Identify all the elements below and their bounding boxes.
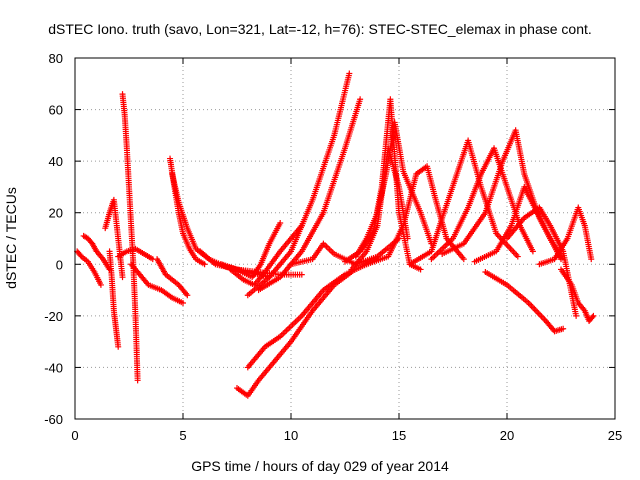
data-point (134, 377, 141, 384)
y-tick-label: -60 (44, 412, 63, 427)
x-axis-label: GPS time / hours of day 029 of year 2014 (191, 458, 449, 474)
x-tick-label: 10 (284, 428, 298, 443)
data-point (529, 248, 536, 255)
series-sat-g (128, 261, 186, 306)
series-sat-n (244, 70, 353, 299)
series-sat-e (119, 91, 141, 384)
y-tick-label: -40 (44, 360, 63, 375)
series-sat-p (234, 269, 355, 399)
y-tick-label: 40 (49, 154, 63, 169)
x-tick-label: 25 (608, 428, 622, 443)
data-point (97, 281, 104, 288)
data-point (404, 235, 411, 242)
series-sat-h (154, 256, 191, 299)
y-tick-label: 80 (49, 51, 63, 66)
data-point (119, 274, 126, 281)
data-point (201, 261, 208, 268)
plot-frame (74, 57, 616, 420)
y-tick-label: -20 (44, 309, 63, 324)
data-point (298, 271, 305, 278)
series-sat-o (255, 96, 364, 294)
series-sat-b (80, 232, 113, 273)
data-point (589, 314, 596, 321)
data-point (460, 256, 467, 263)
x-tick-label: 0 (71, 428, 78, 443)
y-tick-label: 20 (49, 206, 63, 221)
y-tick-label: 0 (56, 257, 63, 272)
series-sat-f (115, 245, 156, 263)
data-point (184, 292, 191, 299)
data-point (590, 312, 597, 319)
data-point (514, 253, 521, 260)
data-points (74, 70, 597, 399)
data-point (573, 312, 580, 319)
data-point (180, 299, 186, 306)
data-point (357, 96, 364, 103)
series-sat-a (74, 248, 104, 288)
grid (75, 58, 615, 419)
y-axis-label: dSTEC / TECUs (3, 187, 19, 289)
data-point (560, 325, 567, 332)
series-sat-q (244, 261, 370, 371)
series-sat-aa (482, 269, 567, 335)
data-point (115, 343, 122, 350)
data-point (588, 256, 595, 263)
y-tick-label: 60 (49, 103, 63, 118)
chart-title: dSTEC Iono. truth (savo, Lon=321, Lat=-1… (48, 21, 592, 37)
data-point (346, 70, 353, 77)
data-point (417, 266, 424, 273)
axis-ticks: 0 5 10 15 20 25 -60 -40 -20 0 20 40 60 80 (44, 51, 622, 443)
series-sat-v (363, 163, 467, 268)
series-sat-d (106, 248, 122, 350)
series-sat-ac (536, 204, 595, 268)
data-point (558, 253, 564, 260)
x-tick-label: 5 (179, 428, 186, 443)
series-sat-ad (558, 266, 597, 325)
x-tick-label: 20 (500, 428, 514, 443)
data-point (277, 220, 284, 227)
x-tick-label: 15 (392, 428, 406, 443)
series-sat-ab (504, 204, 580, 319)
series-sat-l (218, 220, 284, 281)
